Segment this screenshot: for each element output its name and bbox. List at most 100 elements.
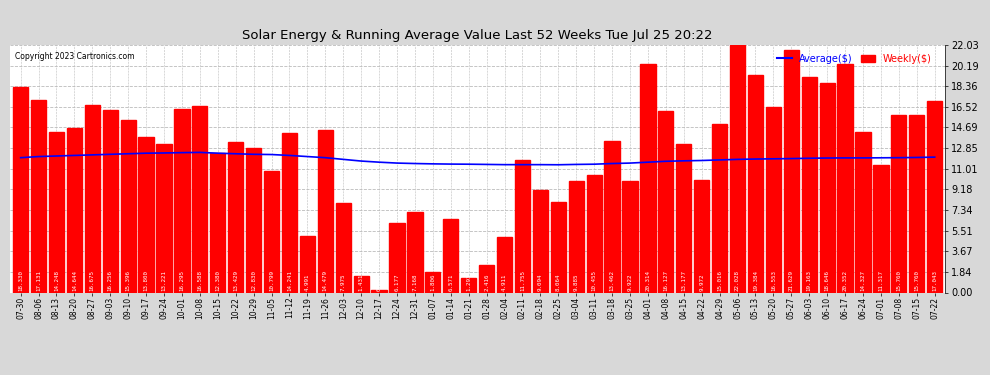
Bar <box>49 132 64 292</box>
Text: 1.293: 1.293 <box>466 273 471 291</box>
Bar <box>658 111 673 292</box>
Text: 10.799: 10.799 <box>269 270 274 291</box>
Bar <box>747 75 763 292</box>
Text: 13.221: 13.221 <box>161 270 166 291</box>
Text: 9.885: 9.885 <box>574 273 579 291</box>
Text: 11.755: 11.755 <box>520 270 525 291</box>
Bar <box>228 142 244 292</box>
Text: 15.760: 15.760 <box>915 270 920 291</box>
Text: 16.127: 16.127 <box>663 270 668 291</box>
Text: 12.830: 12.830 <box>251 270 256 291</box>
Bar <box>712 124 728 292</box>
Text: 1.431: 1.431 <box>358 273 363 291</box>
Bar <box>31 100 47 292</box>
Text: 19.163: 19.163 <box>807 270 812 291</box>
Bar <box>282 132 297 292</box>
Text: 17.131: 17.131 <box>36 270 41 291</box>
Text: 9.972: 9.972 <box>699 273 704 291</box>
Text: 16.675: 16.675 <box>90 270 95 291</box>
Bar <box>533 190 548 292</box>
Bar <box>909 116 925 292</box>
Bar <box>444 219 458 292</box>
Text: 16.256: 16.256 <box>108 270 113 291</box>
Bar <box>139 138 153 292</box>
Bar <box>623 181 638 292</box>
Bar <box>568 182 584 292</box>
Text: 13.429: 13.429 <box>234 270 239 291</box>
Text: 15.016: 15.016 <box>717 270 722 291</box>
Bar <box>515 160 530 292</box>
Bar <box>407 212 423 292</box>
Text: 9.922: 9.922 <box>628 273 633 291</box>
Bar <box>121 120 136 292</box>
Bar <box>318 130 333 292</box>
Text: 10.455: 10.455 <box>592 270 597 291</box>
Text: 15.760: 15.760 <box>896 270 901 291</box>
Text: 18.646: 18.646 <box>825 270 830 291</box>
Bar <box>336 203 350 292</box>
Text: 6.177: 6.177 <box>395 273 400 291</box>
Bar <box>66 128 82 292</box>
Text: 19.384: 19.384 <box>753 270 758 291</box>
Title: Solar Energy & Running Average Value Last 52 Weeks Tue Jul 25 20:22: Solar Energy & Running Average Value Las… <box>243 30 713 42</box>
Text: 12.380: 12.380 <box>215 270 221 291</box>
Text: 7.975: 7.975 <box>341 273 346 291</box>
Bar <box>676 144 691 292</box>
Text: 0.243: 0.243 <box>376 273 381 291</box>
Bar <box>156 144 171 292</box>
Bar <box>641 64 655 292</box>
Text: 14.248: 14.248 <box>54 270 59 291</box>
Text: 8.064: 8.064 <box>555 273 560 291</box>
Text: 16.588: 16.588 <box>197 270 202 291</box>
Bar <box>784 50 799 292</box>
Text: 4.911: 4.911 <box>502 273 507 291</box>
Text: 13.800: 13.800 <box>144 270 148 291</box>
Bar <box>13 87 29 292</box>
Text: 7.168: 7.168 <box>413 273 418 291</box>
Text: 14.479: 14.479 <box>323 270 328 291</box>
Bar <box>927 101 942 292</box>
Text: 20.314: 20.314 <box>645 270 650 291</box>
Bar <box>586 175 602 292</box>
Legend: Average($), Weekly($): Average($), Weekly($) <box>773 50 936 68</box>
Bar <box>497 237 512 292</box>
Bar <box>802 77 817 292</box>
Bar <box>389 223 405 292</box>
Text: 22.028: 22.028 <box>735 270 741 291</box>
Bar <box>426 272 441 292</box>
Bar <box>103 110 118 292</box>
Bar <box>479 266 494 292</box>
Bar <box>820 83 835 292</box>
Text: 17.043: 17.043 <box>933 270 938 291</box>
Text: 14.241: 14.241 <box>287 270 292 291</box>
Text: 15.396: 15.396 <box>126 270 131 291</box>
Bar <box>873 165 889 292</box>
Bar <box>85 105 100 292</box>
Text: Copyright 2023 Cartronics.com: Copyright 2023 Cartronics.com <box>15 53 134 62</box>
Text: 13.462: 13.462 <box>610 270 615 291</box>
Bar <box>461 278 476 292</box>
Bar <box>300 236 315 292</box>
Bar <box>891 116 907 292</box>
Text: 4.991: 4.991 <box>305 273 310 291</box>
Bar <box>353 276 369 292</box>
Text: 9.094: 9.094 <box>538 273 543 291</box>
Text: 11.317: 11.317 <box>878 270 883 291</box>
Bar <box>855 132 870 292</box>
Text: 13.177: 13.177 <box>681 270 686 291</box>
Bar <box>210 153 226 292</box>
Text: 18.330: 18.330 <box>18 270 23 291</box>
Bar <box>550 202 566 292</box>
Bar <box>264 171 279 292</box>
Text: 21.629: 21.629 <box>789 270 794 291</box>
Text: 16.295: 16.295 <box>179 270 184 291</box>
Text: 20.352: 20.352 <box>842 270 847 291</box>
Text: 16.553: 16.553 <box>771 270 776 291</box>
Bar <box>371 290 387 292</box>
Bar <box>730 45 745 292</box>
Text: 1.806: 1.806 <box>431 273 436 291</box>
Bar <box>838 64 852 292</box>
Bar <box>694 180 709 292</box>
Bar <box>192 106 208 292</box>
Text: 14.327: 14.327 <box>860 270 865 291</box>
